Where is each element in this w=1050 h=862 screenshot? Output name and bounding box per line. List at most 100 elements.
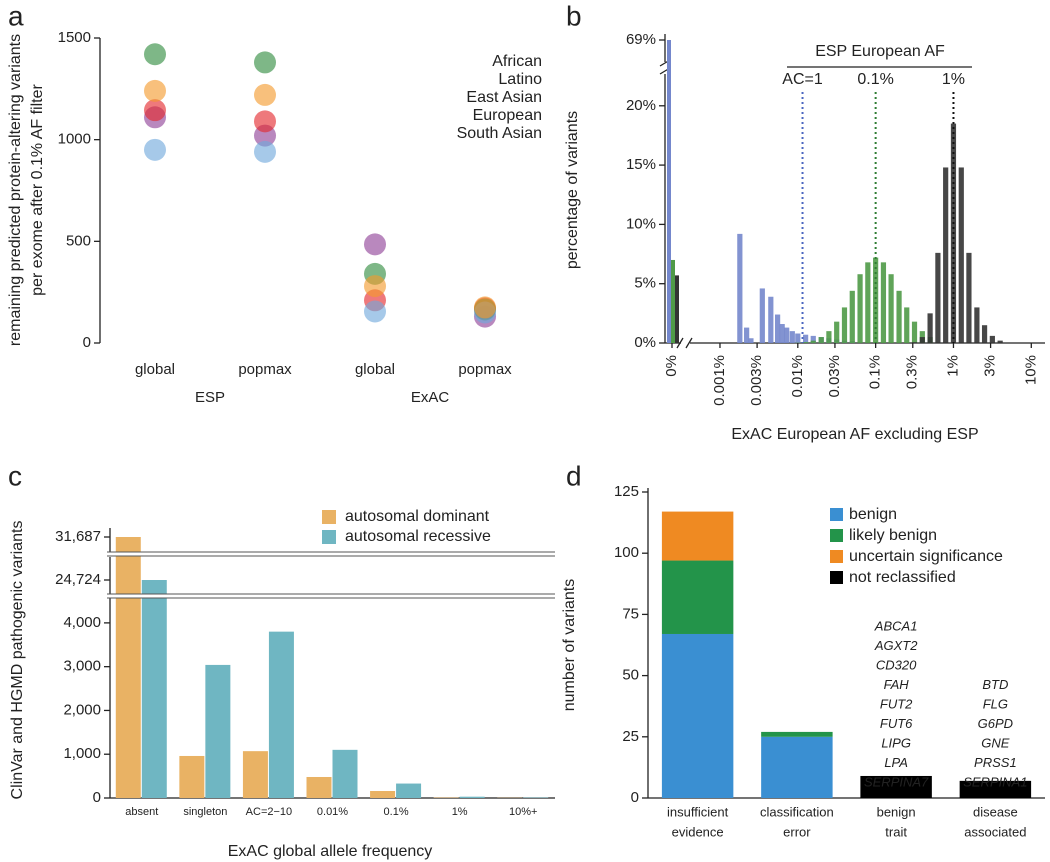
gene-label: FLG [983, 696, 1008, 711]
bar [974, 307, 980, 343]
dot [144, 138, 166, 161]
marker-label: AC=1 [782, 71, 823, 88]
axis-break [107, 552, 555, 556]
y-tick-label: 20% [626, 97, 656, 114]
legend-label: South Asian [457, 125, 542, 142]
x-tick-label: disease [973, 804, 1018, 819]
legend-swatch [322, 510, 336, 524]
x-tick-label: 10% [1022, 355, 1039, 385]
panel-letter: b [566, 0, 582, 31]
y-axis-label: ClinVar and HGMD pathogenic variants [9, 521, 26, 800]
legend-label: African [492, 53, 542, 70]
y-tick-label: 100 [614, 544, 639, 561]
x-tick-label: classification [760, 804, 834, 819]
bar [927, 313, 933, 343]
bar-segment [860, 775, 932, 798]
bar [744, 327, 750, 343]
x-tick-label: 0.03% [826, 355, 843, 398]
y-tick-label: 0% [634, 334, 656, 351]
panel-letter: d [566, 460, 582, 491]
x-tick-label: 0.01% [789, 355, 806, 398]
bar [834, 321, 840, 343]
bar [911, 342, 918, 343]
y-tick-label: 10% [626, 215, 656, 232]
bar [818, 337, 824, 343]
dot [364, 300, 386, 323]
marker-label: 1% [942, 71, 965, 88]
bar [896, 290, 902, 343]
marker-label: 0.1% [857, 71, 893, 88]
axis-break [107, 594, 555, 598]
bar [759, 288, 765, 343]
bar [242, 751, 268, 798]
dot [364, 233, 386, 256]
y-axis-label: number of variants [561, 579, 578, 712]
bar [675, 275, 679, 343]
bar [803, 342, 809, 343]
bar [779, 324, 785, 343]
bar [880, 262, 887, 343]
group-label: ESP [195, 389, 225, 406]
x-tick-label: benign [877, 804, 916, 819]
x-tick-label: 0.3% [904, 355, 921, 389]
legend-label: autosomal recessive [345, 528, 491, 545]
dot [254, 110, 276, 133]
dot [254, 51, 276, 74]
bar [671, 259, 675, 343]
x-tick-label: global [135, 361, 175, 378]
bar [810, 340, 816, 343]
y-tick-label: 3,000 [63, 658, 101, 675]
bar [865, 262, 871, 343]
legend-label: Latino [498, 71, 542, 88]
x-tick-label: singleton [183, 806, 227, 818]
gene-label: SERPINA1 [963, 774, 1027, 789]
y-tick-label: 24,724 [55, 571, 101, 588]
y-tick-label: 2,000 [63, 701, 101, 718]
gene-label: SERPINA7 [864, 774, 929, 789]
dot [254, 83, 276, 106]
gene-label: FUT6 [880, 716, 913, 731]
bar [826, 331, 832, 343]
y-axis-label: per exome after 0.1% AF filter [29, 84, 46, 296]
y-tick-label: 75 [622, 605, 639, 622]
x-axis-label: ExAC European AF excluding ESP [731, 426, 978, 443]
bar [943, 167, 949, 343]
x-tick-label: 0.003% [748, 355, 765, 406]
bar [748, 338, 754, 343]
bar [115, 537, 141, 798]
bar [841, 307, 848, 343]
legend-label: East Asian [466, 89, 542, 106]
bar [795, 333, 801, 343]
bar [935, 252, 941, 343]
bar [888, 274, 894, 343]
y-tick-label: 5% [634, 275, 656, 292]
x-tick-label: absent [125, 806, 158, 818]
bar [370, 790, 396, 798]
legend-label: autosomal dominant [345, 508, 490, 525]
y-tick-label: 500 [66, 232, 91, 249]
bar [966, 252, 972, 343]
bar-segment [761, 736, 833, 798]
bar [268, 631, 294, 798]
x-tick-label: associated [964, 824, 1026, 839]
bar [141, 580, 167, 798]
bar [803, 334, 809, 343]
x-tick-label: 3% [982, 355, 999, 377]
gene-label: LIPG [881, 735, 911, 750]
gene-label: PRSS1 [974, 755, 1017, 770]
legend-label: not reclassified [849, 569, 956, 586]
dot [364, 275, 386, 298]
x-tick-label: 10%+ [509, 806, 537, 818]
bar [332, 749, 358, 798]
bar [911, 321, 918, 343]
x-tick-label: popmax [458, 361, 512, 378]
x-tick-label: 0% [663, 355, 680, 377]
gene-label: GNE [981, 735, 1010, 750]
gene-label: CD320 [876, 657, 917, 672]
y-tick-label: 0 [631, 789, 639, 806]
legend-label: likely benign [849, 527, 937, 544]
y-tick-label: 69% [626, 31, 656, 48]
x-tick-label: 1% [944, 355, 961, 377]
